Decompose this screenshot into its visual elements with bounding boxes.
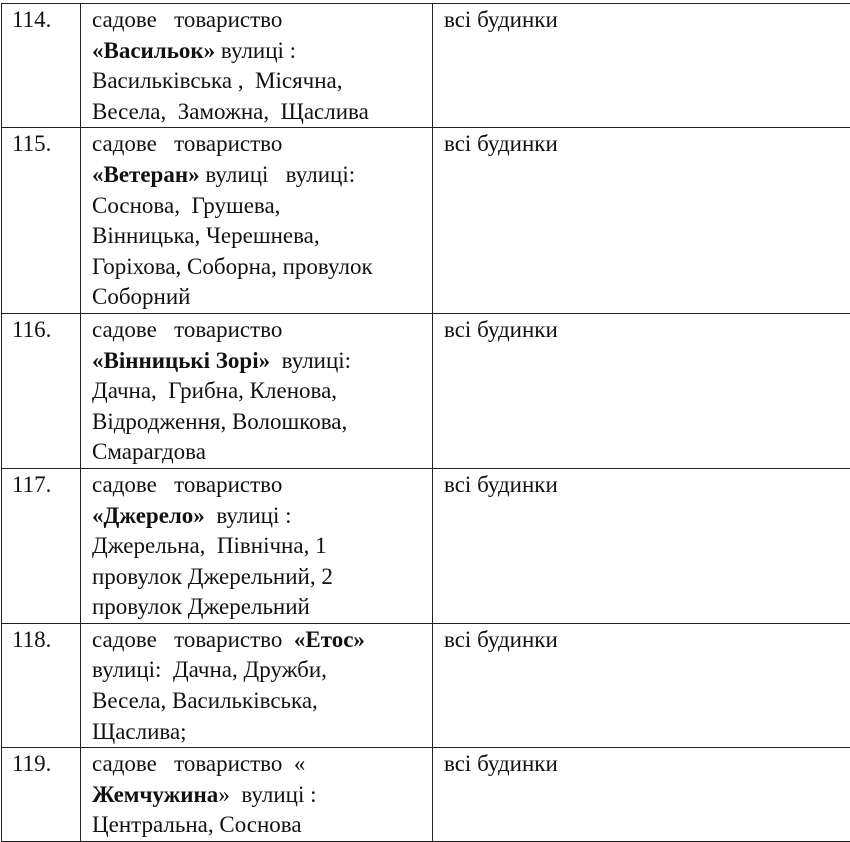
description-text: садове товариство	[92, 472, 282, 497]
description-line: садове товариство	[92, 5, 432, 36]
row-houses: всі будинки	[433, 748, 850, 842]
table-row: 115. садове товариство «Ветеран» вулиці ву…	[2, 128, 850, 314]
description-text: вулиці: Дачна, Дружби,	[92, 657, 327, 682]
row-number: 114.	[2, 4, 81, 128]
description-line: Весела, Васильківська,	[92, 686, 432, 717]
description-text: Джерельна, Північна, 1	[92, 533, 327, 558]
description-text: провулок Джерельний, 2	[92, 564, 333, 589]
description-line: провулок Джерельний, 2	[92, 562, 432, 593]
description-text: вулиці :	[205, 503, 292, 528]
description-line: Щаслива;	[92, 717, 432, 748]
table-row: 116. садове товариство «Вінницькі Зорі» ву…	[2, 313, 850, 468]
description-line: вулиці: Дачна, Дружби,	[92, 655, 432, 686]
row-houses: всі будинки	[433, 4, 850, 128]
description-line: провулок Джерельний	[92, 592, 432, 623]
description-line: «Вінницькі Зорі» вулиці:	[92, 346, 432, 377]
description-line: Центральна, Соснова	[92, 810, 432, 841]
description-line: Горіхова, Соборна, провулок	[92, 252, 432, 283]
description-text: садове товариство	[92, 627, 294, 652]
row-description: садове товариство «Вінницькі Зорі» вулиці…	[81, 313, 433, 468]
description-line: Соснова, Грушева,	[92, 191, 432, 222]
description-text: Відродження, Волошкова,	[92, 409, 347, 434]
description-line: Соборний	[92, 282, 432, 313]
description-text: садове товариство	[92, 317, 282, 342]
description-line: Смарагдова	[92, 437, 432, 468]
row-description: садове товариство«Джерело» вулиці :Джере…	[81, 468, 433, 623]
description-line: садове товариство	[92, 315, 432, 346]
description-text: садове товариство	[92, 131, 282, 156]
description-line: «Васильок» вулиці :	[92, 36, 432, 67]
description-text: Весела, Васильківська,	[92, 688, 318, 713]
description-text: Соснова, Грушева,	[92, 193, 280, 218]
description-line: «Ветеран» вулиці вулиці:	[92, 160, 432, 191]
description-text: Щаслива;	[92, 719, 187, 744]
row-number: 118.	[2, 623, 81, 747]
description-text: Центральна, Соснова	[92, 812, 302, 837]
description-line: Жемчужина» вулиці :	[92, 780, 432, 811]
row-description: садове товариство «Етос»вулиці: Дачна, Д…	[81, 623, 433, 747]
description-text: вулиці :	[215, 38, 296, 63]
row-number: 116.	[2, 313, 81, 468]
row-houses: всі будинки	[433, 468, 850, 623]
description-line: Відродження, Волошкова,	[92, 407, 432, 438]
description-line: садове товариство	[92, 129, 432, 160]
description-line: Дачна, Грибна, Кленова,	[92, 376, 432, 407]
description-text: провулок Джерельний	[92, 594, 310, 619]
description-text: Соборний	[92, 284, 190, 309]
description-text: Весела, Заможна, Щаслива	[92, 99, 369, 124]
description-text: » вулиці :	[218, 782, 316, 807]
row-description: садове товариство «Жемчужина» вулиці :Це…	[81, 748, 433, 842]
description-line: «Джерело» вулиці :	[92, 501, 432, 532]
society-name: «Етос»	[294, 627, 365, 652]
row-number: 117.	[2, 468, 81, 623]
society-name: Жемчужина	[92, 782, 218, 807]
description-line: Весела, Заможна, Щаслива	[92, 97, 432, 128]
description-text: вулиці вулиці:	[200, 162, 356, 187]
description-text: садове товариство «	[92, 751, 305, 776]
row-description: садове товариство«Васильок» вулиці :Васи…	[81, 4, 433, 128]
description-text: Вінницька, Черешнева,	[92, 223, 320, 248]
row-number: 119.	[2, 748, 81, 842]
description-line: Васильківська , Місячна,	[92, 66, 432, 97]
description-text: Горіхова, Соборна, провулок	[92, 254, 373, 279]
table-row: 114. садове товариство «Васильок» вулиці :…	[2, 4, 850, 128]
society-name: «Ветеран»	[92, 162, 200, 187]
society-name: «Джерело»	[92, 503, 205, 528]
description-line: садове товариство	[92, 470, 432, 501]
table-row: 119. садове товариство « Жемчужина» вулиці…	[2, 748, 850, 842]
description-text: садове товариство	[92, 7, 282, 32]
row-description: садове товариство «Ветеран» вулиці вулиці…	[81, 128, 433, 314]
description-line: садове товариство «	[92, 749, 432, 780]
table-body: 114. садове товариство «Васильок» вулиці :…	[2, 4, 850, 842]
description-text: вулиці:	[270, 348, 351, 373]
row-houses: всі будинки	[433, 623, 850, 747]
description-line: Вінницька, Черешнева,	[92, 221, 432, 252]
table-row: 118.садове товариство «Етос»вулиці: Дачн…	[2, 623, 850, 747]
description-text: Смарагдова	[92, 439, 206, 464]
description-text: Дачна, Грибна, Кленова,	[92, 378, 337, 403]
description-text: Васильківська , Місячна,	[92, 68, 343, 93]
table-row: 117.садове товариство«Джерело» вулиці :Д…	[2, 468, 850, 623]
row-number: 115.	[2, 128, 81, 314]
settlements-table: 114. садове товариство «Васильок» вулиці :…	[1, 3, 850, 842]
description-line: садове товариство «Етос»	[92, 625, 432, 656]
row-houses: всі будинки	[433, 128, 850, 314]
society-name: «Вінницькі Зорі»	[92, 348, 270, 373]
description-line: Джерельна, Північна, 1	[92, 531, 432, 562]
row-houses: всі будинки	[433, 313, 850, 468]
society-name: «Васильок»	[92, 38, 215, 63]
